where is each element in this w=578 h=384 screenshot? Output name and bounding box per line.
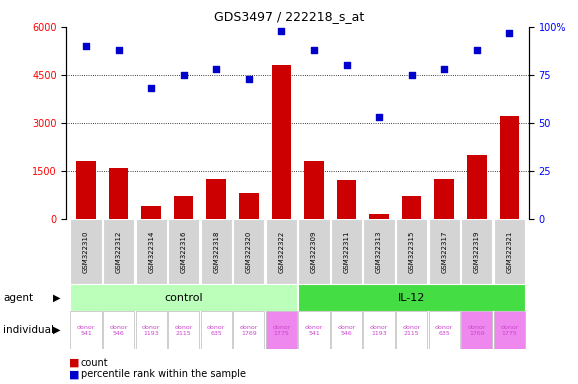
Text: donor
546: donor 546 bbox=[109, 325, 128, 336]
Text: count: count bbox=[81, 358, 109, 368]
Text: donor
541: donor 541 bbox=[305, 325, 323, 336]
Bar bbox=[109, 168, 128, 219]
Bar bbox=[71, 311, 102, 349]
Point bbox=[309, 47, 318, 53]
Point bbox=[505, 30, 514, 36]
Text: agent: agent bbox=[3, 293, 33, 303]
Bar bbox=[396, 311, 427, 349]
Bar bbox=[168, 311, 199, 349]
Text: donor
1193: donor 1193 bbox=[142, 325, 160, 336]
Text: donor
635: donor 635 bbox=[435, 325, 453, 336]
Text: GSM322321: GSM322321 bbox=[506, 230, 512, 273]
Text: GSM322309: GSM322309 bbox=[311, 230, 317, 273]
Text: donor
1769: donor 1769 bbox=[468, 325, 486, 336]
Text: donor
2115: donor 2115 bbox=[175, 325, 193, 336]
Bar bbox=[428, 311, 460, 349]
Text: GSM322312: GSM322312 bbox=[116, 230, 121, 273]
Point bbox=[375, 114, 384, 120]
Bar bbox=[239, 193, 258, 219]
Text: percentile rank within the sample: percentile rank within the sample bbox=[81, 369, 246, 379]
Text: GSM322315: GSM322315 bbox=[409, 230, 414, 273]
Bar bbox=[71, 219, 102, 284]
Text: donor
635: donor 635 bbox=[207, 325, 225, 336]
Text: GSM322310: GSM322310 bbox=[83, 230, 89, 273]
Bar bbox=[369, 214, 389, 219]
Bar bbox=[272, 65, 291, 219]
Text: GSM322317: GSM322317 bbox=[441, 230, 447, 273]
Text: individual: individual bbox=[3, 325, 54, 335]
Bar bbox=[201, 311, 232, 349]
Bar bbox=[331, 311, 362, 349]
Bar bbox=[499, 116, 519, 219]
Bar bbox=[364, 311, 395, 349]
Text: GDS3497 / 222218_s_at: GDS3497 / 222218_s_at bbox=[214, 10, 364, 23]
Bar bbox=[461, 219, 492, 284]
Bar bbox=[201, 219, 232, 284]
Point bbox=[179, 72, 188, 78]
Bar bbox=[435, 179, 454, 219]
Bar bbox=[298, 219, 329, 284]
Bar bbox=[76, 161, 96, 219]
Text: donor
1775: donor 1775 bbox=[272, 325, 291, 336]
Bar bbox=[71, 284, 297, 311]
Bar bbox=[233, 311, 265, 349]
Bar bbox=[364, 219, 395, 284]
Bar bbox=[396, 219, 427, 284]
Text: GSM322313: GSM322313 bbox=[376, 230, 382, 273]
Bar bbox=[103, 219, 134, 284]
Text: ■: ■ bbox=[69, 358, 80, 368]
Point bbox=[440, 66, 449, 72]
Point bbox=[277, 28, 286, 34]
Text: donor
1193: donor 1193 bbox=[370, 325, 388, 336]
Bar bbox=[142, 206, 161, 219]
Bar bbox=[298, 311, 329, 349]
Bar bbox=[304, 161, 324, 219]
Text: GSM322316: GSM322316 bbox=[181, 230, 187, 273]
Bar bbox=[266, 219, 297, 284]
Bar bbox=[206, 179, 226, 219]
Point bbox=[244, 76, 253, 82]
Bar bbox=[168, 219, 199, 284]
Text: control: control bbox=[164, 293, 203, 303]
Bar bbox=[494, 311, 525, 349]
Text: GSM322318: GSM322318 bbox=[213, 230, 219, 273]
Bar bbox=[135, 311, 167, 349]
Bar bbox=[494, 219, 525, 284]
Point bbox=[342, 62, 351, 68]
Point bbox=[146, 85, 155, 91]
Bar bbox=[266, 311, 297, 349]
Bar bbox=[337, 180, 356, 219]
Bar bbox=[174, 197, 194, 219]
Text: donor
541: donor 541 bbox=[77, 325, 95, 336]
Bar bbox=[467, 155, 487, 219]
Text: GSM322311: GSM322311 bbox=[343, 230, 350, 273]
Text: ■: ■ bbox=[69, 369, 80, 379]
Bar bbox=[402, 197, 421, 219]
Text: IL-12: IL-12 bbox=[398, 293, 425, 303]
Bar bbox=[461, 311, 492, 349]
Text: GSM322314: GSM322314 bbox=[148, 230, 154, 273]
Point bbox=[114, 47, 123, 53]
Bar bbox=[135, 219, 167, 284]
Text: GSM322319: GSM322319 bbox=[474, 230, 480, 273]
Text: donor
2115: donor 2115 bbox=[402, 325, 421, 336]
Text: donor
1769: donor 1769 bbox=[240, 325, 258, 336]
Bar bbox=[103, 311, 134, 349]
Text: GSM322322: GSM322322 bbox=[279, 230, 284, 273]
Point bbox=[407, 72, 416, 78]
Point bbox=[81, 43, 91, 49]
Text: ▶: ▶ bbox=[53, 293, 61, 303]
Text: donor
1775: donor 1775 bbox=[500, 325, 518, 336]
Text: ▶: ▶ bbox=[53, 325, 61, 335]
Bar bbox=[233, 219, 265, 284]
Text: GSM322320: GSM322320 bbox=[246, 230, 252, 273]
Point bbox=[212, 66, 221, 72]
Bar bbox=[331, 219, 362, 284]
Point bbox=[472, 47, 481, 53]
Text: donor
546: donor 546 bbox=[338, 325, 355, 336]
Bar bbox=[428, 219, 460, 284]
Bar bbox=[298, 284, 525, 311]
